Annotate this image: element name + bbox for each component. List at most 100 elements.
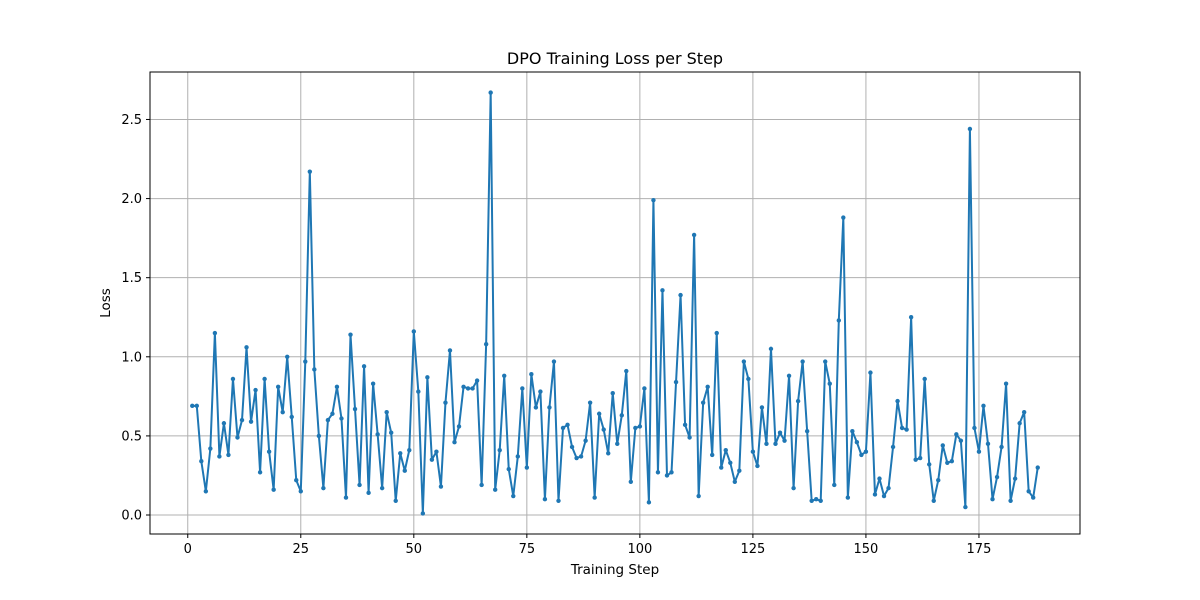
loss-point	[949, 459, 955, 464]
y-tick-label: 2.0	[121, 192, 142, 207]
loss-point	[262, 376, 267, 382]
loss-point	[547, 405, 552, 410]
loss-point	[511, 493, 516, 499]
loss-point	[773, 441, 778, 447]
loss-point	[660, 288, 665, 293]
x-tick-label: 50	[406, 542, 423, 557]
loss-point	[804, 428, 810, 434]
loss-point	[230, 376, 236, 382]
loss-point	[587, 400, 593, 405]
loss-point	[574, 455, 579, 461]
loss-point	[538, 389, 543, 394]
loss-line	[192, 91, 1039, 515]
loss-point	[257, 470, 263, 475]
loss-point	[646, 500, 652, 505]
loss-point	[542, 496, 548, 502]
loss-point	[642, 386, 647, 391]
loss-point	[425, 375, 430, 380]
loss-point	[1031, 495, 1036, 500]
loss-point	[972, 425, 977, 431]
loss-point	[705, 384, 710, 390]
loss-point	[741, 359, 747, 364]
loss-point	[881, 493, 887, 499]
loss-point	[560, 425, 566, 431]
loss-point	[429, 457, 435, 462]
loss-point	[294, 478, 299, 483]
loss-point	[737, 468, 742, 473]
loss-point	[877, 476, 882, 481]
loss-point	[823, 359, 828, 364]
loss-point	[411, 329, 417, 334]
loss-point	[845, 495, 851, 500]
loss-point	[551, 359, 557, 364]
loss-point	[958, 438, 964, 443]
loss-point	[818, 498, 823, 503]
loss-point	[407, 447, 412, 453]
loss-point	[637, 424, 643, 429]
loss-point	[384, 409, 389, 415]
loss-point	[890, 444, 896, 450]
loss-point	[936, 478, 941, 483]
loss-point	[859, 452, 864, 458]
x-tick-label: 0	[184, 542, 192, 557]
loss-point	[203, 489, 209, 494]
loss-point	[330, 411, 335, 416]
loss-point	[750, 449, 756, 454]
loss-point	[253, 387, 258, 393]
loss-point	[461, 384, 466, 390]
loss-point	[212, 330, 218, 336]
loss-point	[1035, 465, 1040, 470]
loss-point	[687, 435, 692, 440]
plot-frame	[149, 71, 1081, 535]
y-tick-label: 1.0	[121, 350, 142, 365]
loss-point	[271, 487, 276, 492]
loss-point	[633, 425, 638, 431]
loss-point	[895, 398, 900, 404]
loss-point	[836, 318, 841, 323]
loss-point	[872, 492, 878, 497]
x-tick-label: 25	[293, 542, 310, 557]
loss-point	[266, 449, 272, 454]
loss-point	[1008, 498, 1013, 503]
y-tick-label: 0.5	[121, 429, 142, 444]
loss-point	[488, 90, 493, 95]
loss-point	[244, 345, 249, 350]
loss-point	[954, 432, 959, 437]
loss-point	[791, 485, 796, 491]
loss-point	[506, 466, 511, 472]
loss-point	[434, 449, 439, 454]
loss-point	[303, 359, 308, 364]
loss-point	[940, 443, 945, 448]
loss-point	[348, 332, 353, 337]
loss-point	[1017, 421, 1022, 426]
loss-point	[746, 376, 751, 382]
loss-point	[628, 479, 634, 484]
loss-point	[782, 438, 787, 443]
loss-point	[379, 485, 385, 491]
loss-point	[221, 421, 227, 426]
loss-point	[678, 292, 683, 298]
loss-point	[764, 441, 769, 447]
loss-point	[443, 400, 448, 405]
loss-point	[624, 368, 629, 374]
loss-point	[863, 449, 869, 454]
loss-point	[714, 330, 719, 336]
loss-point	[470, 386, 475, 391]
loss-point	[786, 373, 792, 378]
loss-point	[999, 444, 1004, 450]
x-axis-label: Training Step	[570, 562, 659, 578]
loss-point	[334, 384, 340, 390]
loss-point	[832, 482, 837, 488]
loss-point	[700, 400, 706, 405]
loss-point	[275, 384, 281, 390]
loss-point	[610, 390, 615, 396]
loss-point	[565, 422, 570, 428]
y-tick-label: 0.0	[121, 509, 142, 524]
loss-point	[199, 459, 204, 464]
loss-series	[190, 90, 1040, 516]
loss-point	[1012, 476, 1018, 481]
loss-point	[248, 419, 254, 424]
loss-point	[908, 315, 914, 320]
loss-point	[307, 169, 313, 174]
loss-point	[800, 359, 805, 364]
